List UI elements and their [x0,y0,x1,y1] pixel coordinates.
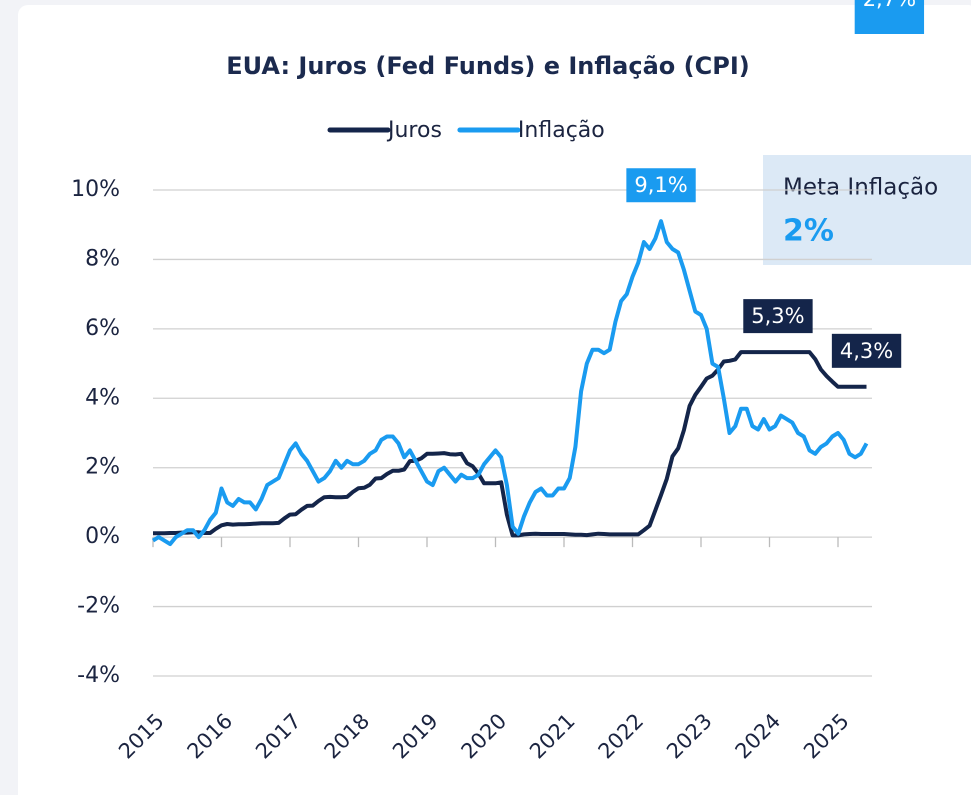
y-tick-label: 10% [71,177,120,202]
series-line [153,350,867,538]
data-label-box [854,0,925,34]
data-label: 2,7% [854,0,925,34]
data-label-box [743,299,813,334]
y-tick-label: 6% [85,316,120,341]
data-label: 9,1% [626,168,696,203]
target-title: Meta Inflação [783,175,938,201]
data-label-box [831,333,902,368]
legend-label: Juros [386,118,442,143]
data-label-box [626,168,696,203]
data-label-text: 2,7% [863,0,916,11]
data-label: 4,3% [831,333,902,368]
data-label-text: 9,1% [634,173,687,197]
y-tick-label: -2% [77,594,120,619]
chart-title: EUA: Juros (Fed Funds) e Inflação (CPI) [226,52,749,80]
series-line [151,219,869,547]
legend-label: Inflação [518,118,605,143]
card [18,5,971,795]
y-tick-label: 0% [85,524,120,549]
data-label-text: 5,3% [751,304,804,328]
target-box [763,155,971,265]
y-tick-label: 8% [85,246,120,271]
y-tick-label: 2% [85,455,120,480]
data-label: 5,3% [743,299,813,334]
y-tick-label: 4% [85,385,120,410]
data-label-text: 4,3% [840,339,893,363]
target-value: 2% [783,214,834,249]
y-tick-label: -4% [77,663,120,688]
